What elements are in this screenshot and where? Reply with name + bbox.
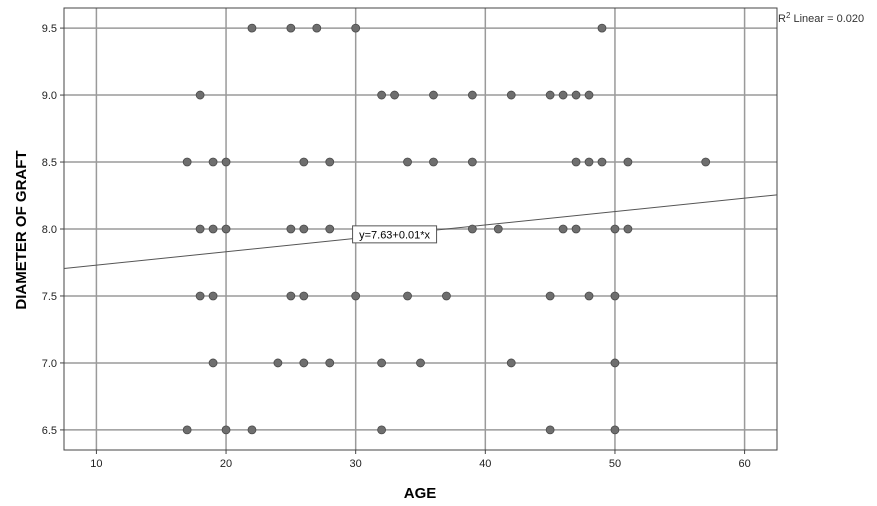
- data-point: [299, 291, 309, 301]
- data-point: [208, 291, 218, 301]
- data-point: [429, 157, 438, 167]
- data-point: [221, 425, 231, 435]
- r2-symbol: R: [778, 13, 786, 25]
- y-axis-title: DIAMETER OF GRAFT: [13, 150, 30, 309]
- y-tick-label: 7.0: [42, 358, 57, 370]
- x-tick-label: 40: [479, 458, 491, 470]
- data-point: [390, 90, 399, 100]
- x-tick-labels: 10 20 30 40 50 60: [90, 450, 751, 470]
- data-point: [377, 358, 387, 368]
- data-point: [506, 358, 516, 368]
- data-point: [442, 291, 451, 301]
- data-point: [182, 425, 192, 435]
- y-tick-labels: 6.5 7.0 7.5 8.0 8.5 9.0 9.5: [42, 23, 64, 437]
- data-point: [377, 90, 387, 100]
- data-point: [195, 291, 205, 301]
- data-point: [247, 23, 257, 33]
- x-tick-label: 20: [220, 458, 232, 470]
- data-point: [351, 291, 361, 301]
- r2-value: Linear = 0.020: [790, 13, 864, 25]
- data-point: [493, 224, 503, 234]
- data-point: [195, 90, 205, 100]
- data-point: [610, 425, 620, 435]
- data-point: [610, 291, 620, 301]
- data-point: [571, 90, 581, 100]
- data-point: [571, 224, 581, 234]
- data-point: [195, 224, 205, 234]
- data-point: [325, 157, 335, 167]
- y-tick-label: 8.0: [42, 224, 57, 236]
- data-point: [247, 425, 257, 435]
- data-point: [208, 157, 218, 167]
- data-point: [299, 358, 309, 368]
- data-point: [545, 291, 555, 301]
- x-tick-label: 60: [738, 458, 750, 470]
- x-tick-label: 10: [90, 458, 102, 470]
- data-point: [506, 90, 516, 100]
- data-point: [299, 157, 309, 167]
- data-point: [286, 291, 296, 301]
- y-tick-label: 9.0: [42, 90, 57, 102]
- data-point: [299, 224, 309, 234]
- x-axis-title: AGE: [404, 485, 437, 502]
- data-points: [182, 23, 711, 435]
- y-tick-label: 7.5: [42, 291, 57, 303]
- data-point: [623, 157, 633, 167]
- data-point: [545, 90, 555, 100]
- data-point: [558, 90, 568, 100]
- y-tick-label: 6.5: [42, 425, 57, 437]
- data-point: [208, 224, 218, 234]
- data-point: [584, 157, 594, 167]
- fit-equation-text: y=7.63+0.01*x: [359, 229, 430, 241]
- data-point: [545, 425, 555, 435]
- y-tick-label: 8.5: [42, 157, 57, 169]
- data-point: [208, 358, 218, 368]
- y-tick-label: 9.5: [42, 23, 57, 35]
- data-point: [429, 90, 438, 100]
- fit-equation-box: [352, 225, 438, 244]
- data-point: [182, 157, 192, 167]
- data-point: [312, 23, 322, 33]
- data-point: [325, 358, 335, 368]
- data-point: [701, 157, 711, 167]
- data-point: [221, 224, 231, 234]
- data-point: [597, 23, 607, 33]
- data-point: [286, 23, 296, 33]
- data-point: [273, 358, 283, 368]
- x-tick-label: 50: [609, 458, 621, 470]
- r2-legend: R2 Linear = 0.020: [778, 11, 864, 25]
- data-point: [597, 157, 607, 167]
- data-point: [467, 157, 477, 167]
- data-point: [325, 224, 335, 234]
- data-point: [467, 90, 477, 100]
- data-point: [610, 358, 620, 368]
- r2-superscript: 2: [786, 11, 791, 20]
- data-point: [623, 224, 633, 234]
- data-point: [571, 157, 581, 167]
- data-point: [403, 291, 412, 301]
- data-point: [610, 224, 620, 234]
- data-point: [377, 425, 387, 435]
- data-point: [584, 90, 594, 100]
- data-point: [467, 224, 477, 234]
- data-point: [286, 224, 296, 234]
- x-tick-label: 30: [350, 458, 362, 470]
- data-point: [416, 358, 425, 368]
- fit-equation-label: y=7.63+0.01*x: [352, 225, 438, 244]
- data-point: [584, 291, 594, 301]
- data-point: [558, 224, 568, 234]
- data-point: [351, 23, 361, 33]
- data-point: [221, 157, 231, 167]
- data-point: [403, 157, 412, 167]
